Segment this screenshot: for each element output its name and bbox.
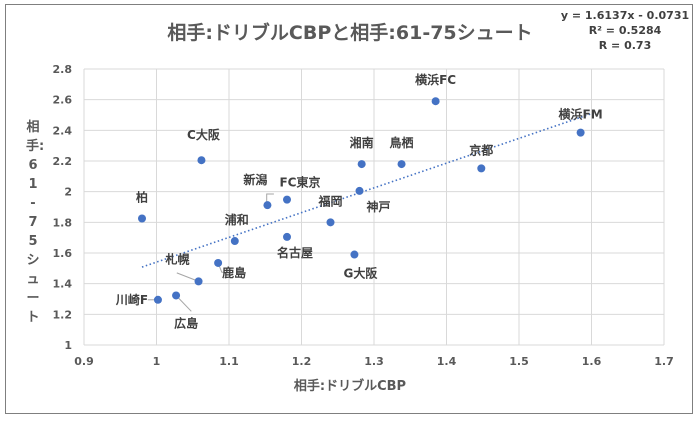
data-point: [263, 201, 272, 210]
trendline-equation: y = 1.6137x - 0.0731: [560, 9, 690, 22]
point-label: 福岡: [317, 193, 342, 208]
point-label: 湘南: [350, 135, 374, 150]
y-tick-label: 1.6: [53, 247, 73, 260]
point-label: 札幌: [165, 251, 190, 266]
y-axis-label: 相手:61-75シュート: [26, 120, 45, 325]
x-axis-label: 相手:ドリブルCBP: [293, 379, 407, 394]
data-point: [197, 156, 206, 165]
data-point: [138, 214, 146, 223]
data-point: [350, 250, 359, 259]
chart-frame: [5, 4, 693, 414]
x-tick-label: 1.3: [364, 355, 384, 368]
y-tick-label: 2.2: [53, 155, 73, 168]
data-point: [194, 277, 203, 286]
point-label: G大阪: [343, 266, 378, 281]
point-label: C大阪: [187, 127, 221, 142]
data-point: [477, 164, 486, 173]
point-label: 神戸: [366, 199, 390, 214]
x-tick-label: 1: [153, 355, 161, 368]
y-tick-label: 2.8: [53, 63, 73, 76]
point-label: 名古屋: [277, 245, 313, 260]
x-tick-label: 1.7: [654, 355, 674, 368]
x-tick-label: 0.9: [74, 355, 94, 368]
trendline: [141, 112, 592, 268]
data-point: [431, 97, 440, 106]
data-point: [172, 291, 181, 300]
y-tick-label: 2.4: [53, 124, 73, 137]
data-point: [326, 218, 335, 227]
data-point: [283, 232, 291, 241]
point-label: 京都: [469, 142, 493, 157]
y-tick-label: 2: [64, 186, 72, 199]
trendline-equation-box: y = 1.6137x - 0.0731 R² = 0.5284 R = 0.7…: [560, 8, 690, 53]
y-tick-label: 1.2: [53, 308, 73, 321]
data-point: [397, 160, 406, 169]
chart-title: 相手:ドリブルCBPと相手:61-75シュート: [167, 22, 533, 44]
point-label: 横浜FM: [559, 107, 603, 122]
data-point: [153, 295, 162, 304]
data-point: [576, 128, 585, 137]
y-tick-label: 1.4: [53, 278, 73, 291]
data-point: [355, 186, 364, 195]
point-label: 川崎F: [115, 292, 148, 307]
x-tick-label: 1.6: [582, 355, 602, 368]
data-point: [214, 258, 223, 267]
y-tick-label: 2.6: [53, 94, 73, 107]
x-tick-label: 1.4: [437, 355, 457, 368]
point-label: 浦和: [225, 212, 249, 227]
trendline-r2: R² = 0.5284: [588, 24, 662, 37]
point-label: 鳥栖: [390, 135, 414, 150]
point-label: FC東京: [279, 175, 320, 190]
point-label: 横浜FC: [415, 72, 456, 87]
y-tick-label: 1.8: [53, 216, 73, 229]
point-label: 柏: [136, 190, 148, 205]
y-tick-label: 1: [64, 339, 72, 352]
x-tick-label: 1.5: [509, 355, 529, 368]
trendline-r: R = 0.73: [598, 39, 652, 52]
x-tick-label: 1.1: [219, 355, 239, 368]
x-tick-label: 1.2: [292, 355, 312, 368]
data-point: [357, 160, 366, 169]
point-label: 鹿島: [222, 265, 246, 280]
data-point: [283, 195, 291, 204]
data-point: [230, 237, 239, 246]
point-label: 広島: [174, 315, 198, 330]
point-label: 新潟: [243, 172, 267, 187]
